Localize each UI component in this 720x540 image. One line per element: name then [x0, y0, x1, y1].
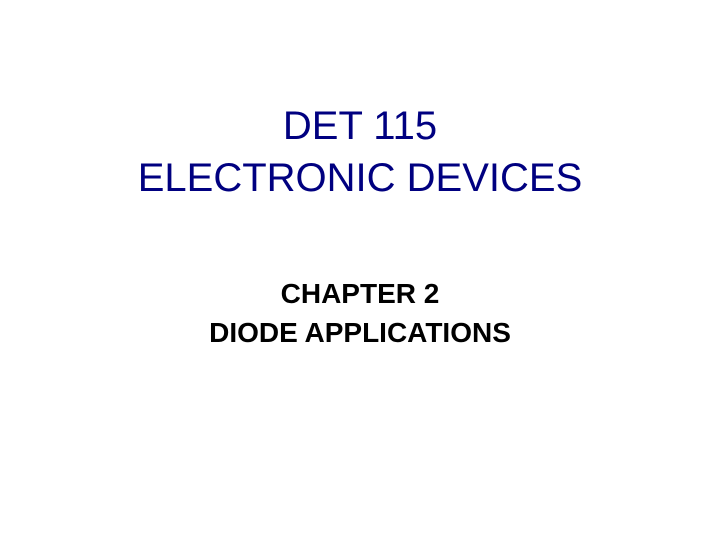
chapter-name: DIODE APPLICATIONS [209, 313, 511, 352]
course-name: ELECTRONIC DEVICES [138, 152, 583, 204]
chapter-number: CHAPTER 2 [209, 274, 511, 313]
course-title: DET 115 ELECTRONIC DEVICES [138, 100, 583, 204]
course-code: DET 115 [138, 100, 583, 152]
chapter-title: CHAPTER 2 DIODE APPLICATIONS [209, 274, 511, 352]
